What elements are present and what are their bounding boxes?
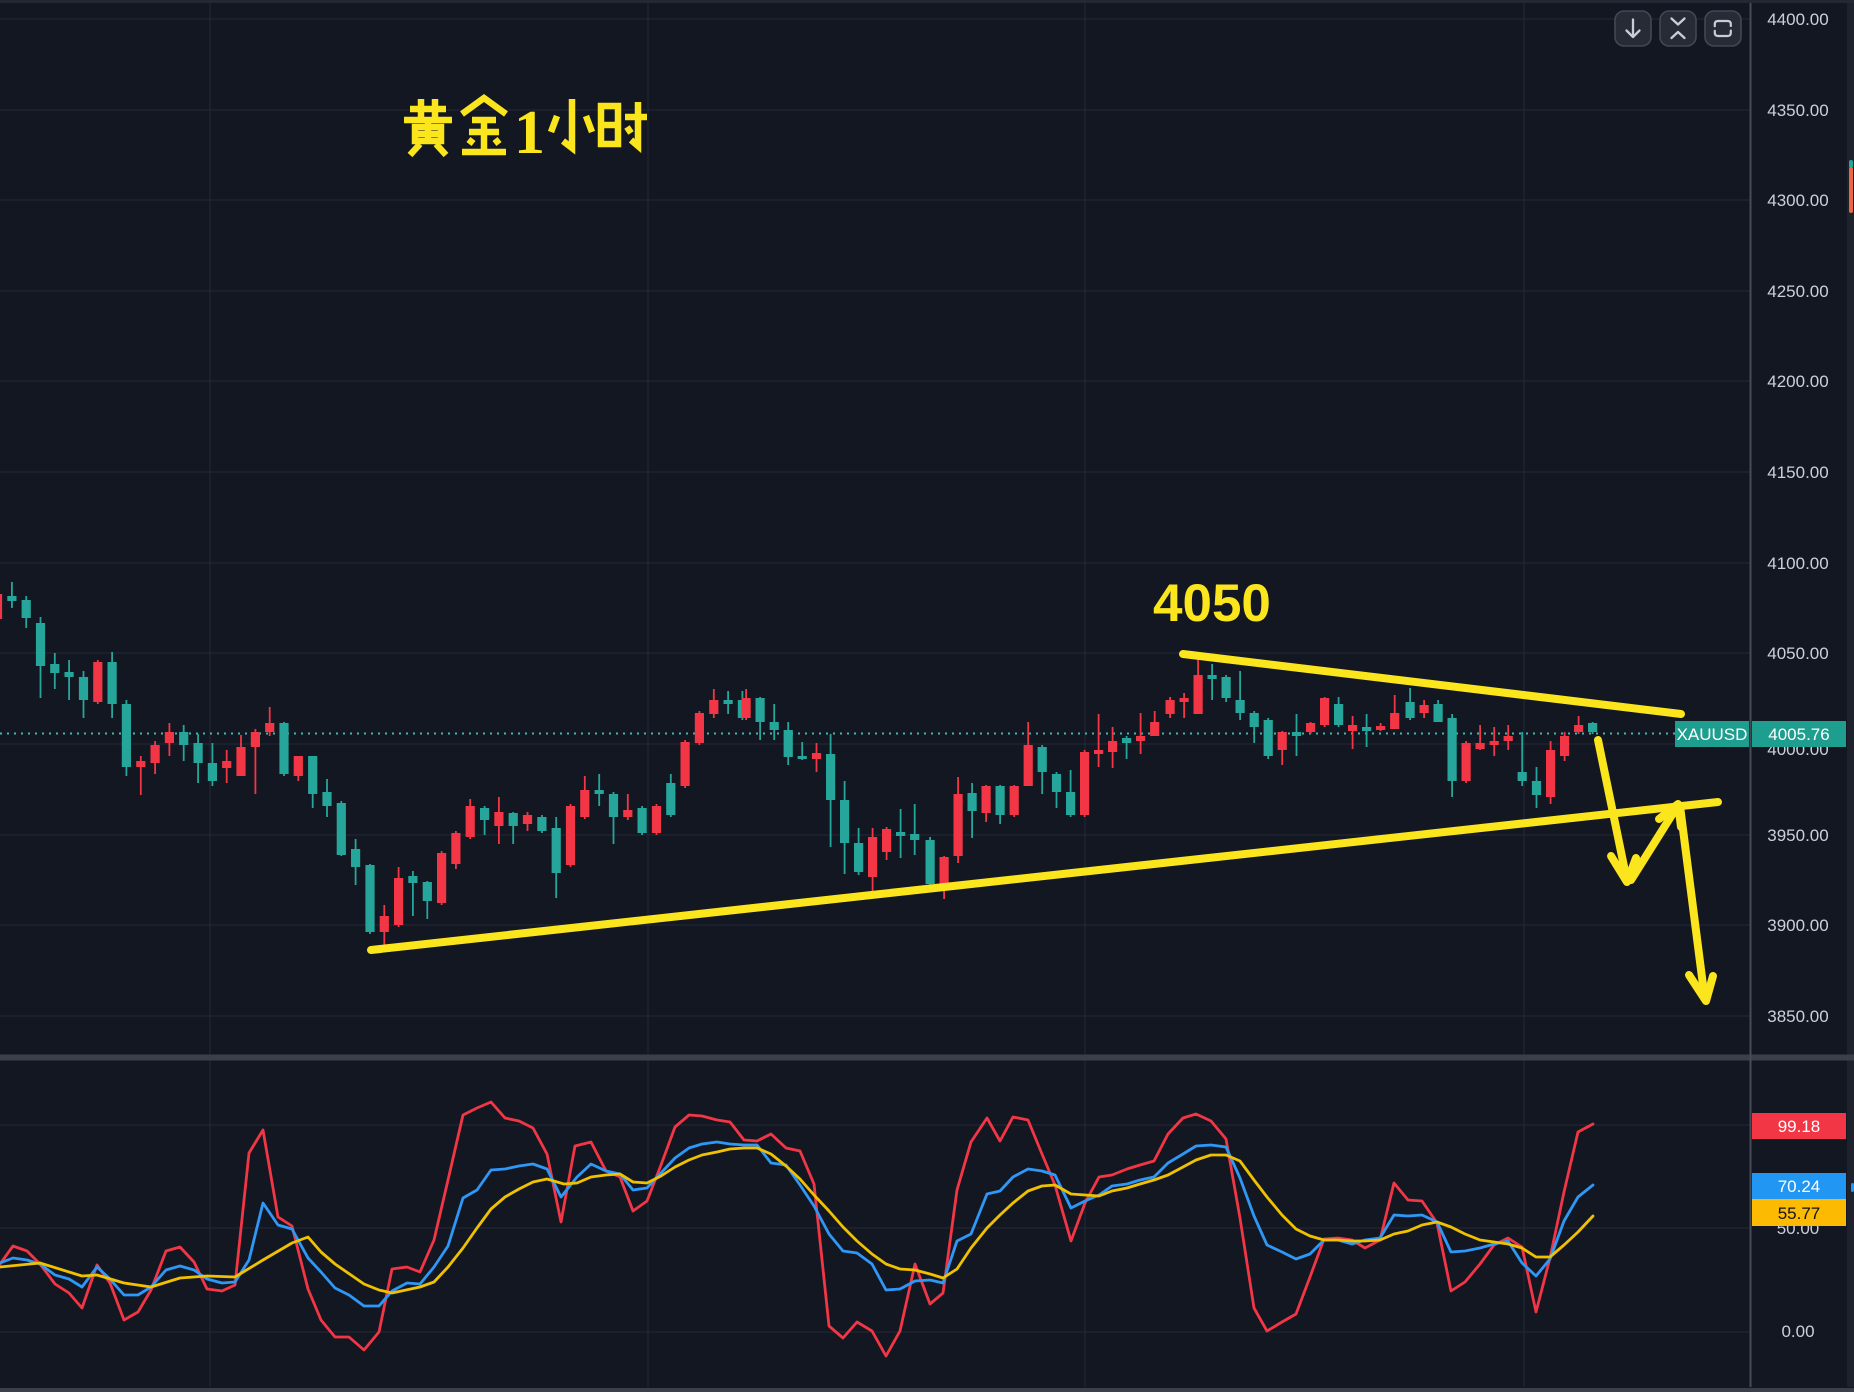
svg-text:4300.00: 4300.00 — [1767, 191, 1828, 210]
svg-text:4150.00: 4150.00 — [1767, 463, 1828, 482]
svg-text:4400.00: 4400.00 — [1767, 10, 1828, 29]
svg-text:70.24: 70.24 — [1778, 1177, 1821, 1196]
svg-text:4350.00: 4350.00 — [1767, 101, 1828, 120]
svg-text:4005.76: 4005.76 — [1768, 725, 1829, 744]
svg-text:4100.00: 4100.00 — [1767, 554, 1828, 573]
svg-text:XAUUSD: XAUUSD — [1677, 725, 1748, 744]
svg-text:4250.00: 4250.00 — [1767, 282, 1828, 301]
svg-text:3950.00: 3950.00 — [1767, 826, 1828, 845]
svg-text:55.77: 55.77 — [1778, 1204, 1821, 1223]
svg-text:3850.00: 3850.00 — [1767, 1007, 1828, 1026]
svg-text:4050.00: 4050.00 — [1767, 644, 1828, 663]
svg-text:4050: 4050 — [1153, 574, 1271, 633]
svg-text:0.00: 0.00 — [1781, 1322, 1814, 1341]
svg-text:3900.00: 3900.00 — [1767, 916, 1828, 935]
svg-text:99.18: 99.18 — [1778, 1117, 1821, 1136]
svg-text:1: 1 — [514, 99, 545, 167]
svg-text:4200.00: 4200.00 — [1767, 372, 1828, 391]
